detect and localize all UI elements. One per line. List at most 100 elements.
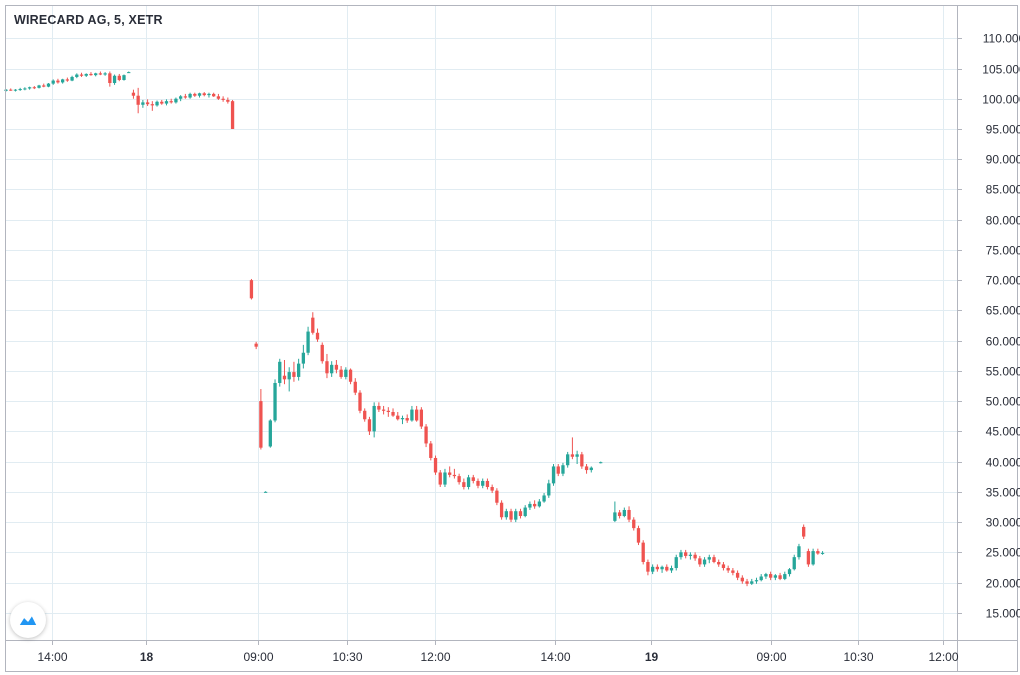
candle-body [155,101,159,106]
chart-title: WIRECARD AG, 5, XETR [14,13,163,27]
candle-body [641,542,645,562]
candle-down [79,72,84,77]
candle-down [433,455,438,475]
y-tick-label: 110.000 [983,32,1020,46]
candle-down [391,408,395,417]
candle-down [414,405,419,422]
candle-up [37,84,41,89]
candle-body [802,526,806,537]
candle-body [193,93,197,96]
candle-up [330,361,334,377]
candle-body [750,581,754,584]
candle-down [377,402,381,413]
candle-down [636,525,641,546]
price-axis[interactable]: 110.000 105.000 100.000 95.000 90.000 85.000 8… [957,32,1020,621]
candle-up [575,450,579,465]
candle-body [268,420,272,447]
candle-down [641,540,645,565]
chart-frame [5,5,1018,672]
candle-body [117,75,121,80]
candle-up [783,571,787,581]
candle-up [674,554,678,571]
candle-body [136,95,140,105]
candle-body [617,512,622,517]
candle-body [509,511,513,520]
candle-body [448,472,452,475]
candle-down [311,312,315,335]
candle-up [70,75,74,82]
candle-down [320,342,324,364]
candle-up [178,95,183,102]
candle-body [580,454,584,467]
candle-down [89,72,93,76]
candle-body [334,364,339,370]
candle-up [688,552,693,560]
candle-body [315,332,320,340]
candle-body [23,88,27,90]
candle-down [145,99,150,106]
candle-body [150,104,154,106]
candle-body [263,491,268,493]
logo-badge[interactable] [10,602,46,638]
candle-body [674,557,678,569]
candle-up [84,73,88,77]
candle-body [504,511,508,518]
candle-body [216,96,221,99]
candle-body [320,344,324,362]
candle-down [325,353,329,379]
candle-down [632,517,636,531]
candle-body [311,317,315,333]
candle-up [820,551,825,555]
candle-down [665,564,669,572]
x-tick-label: 10:30 [843,650,873,664]
candle-body [537,501,542,507]
candle-up [759,574,763,582]
candle-body [707,557,711,560]
candle-down [712,554,716,564]
candle-body [386,410,390,413]
candle-body [127,72,131,74]
y-tick-label: 95.000 [986,123,1020,137]
x-tick-label: 14:00 [540,650,570,664]
candle-body [89,73,93,76]
candle-body [542,495,546,502]
candle-body [665,566,669,571]
candle-up [263,491,268,493]
y-tick-label: 45.000 [986,425,1020,439]
candle-down [339,366,343,379]
candle-body [178,96,183,99]
x-tick-label: 18 [140,650,154,664]
time-axis[interactable]: 14:00 18 09:00 10:30 12:00 14:00 19 09:00 10:30 1… [37,640,959,664]
candle-down [150,101,154,111]
y-tick-label: 85.000 [986,183,1020,197]
candle-body [566,454,570,466]
candle-body [570,454,575,457]
candle-up [155,100,159,107]
candle-body [622,509,626,517]
candle-down [778,572,782,581]
y-tick-label: 65.000 [986,304,1020,318]
candle-body [278,361,282,383]
candle-body [207,93,211,96]
candle-body [254,343,258,347]
candle-body [712,557,716,562]
candle-body [46,83,51,87]
candle-down [424,424,428,448]
candle-body [613,512,617,521]
candle-down [292,361,296,382]
candle-up [811,548,815,566]
candle-body [556,466,560,474]
candle-up [466,474,471,490]
candle-body [103,73,107,75]
candle-body [532,503,537,507]
candle-down [396,412,400,421]
candle-body [358,392,362,411]
y-tick-label: 40.000 [986,456,1020,470]
candle-down [731,568,735,576]
candle-body [377,405,381,410]
candle-body [259,401,263,448]
candle-down [806,548,811,567]
candle-up [504,508,508,520]
